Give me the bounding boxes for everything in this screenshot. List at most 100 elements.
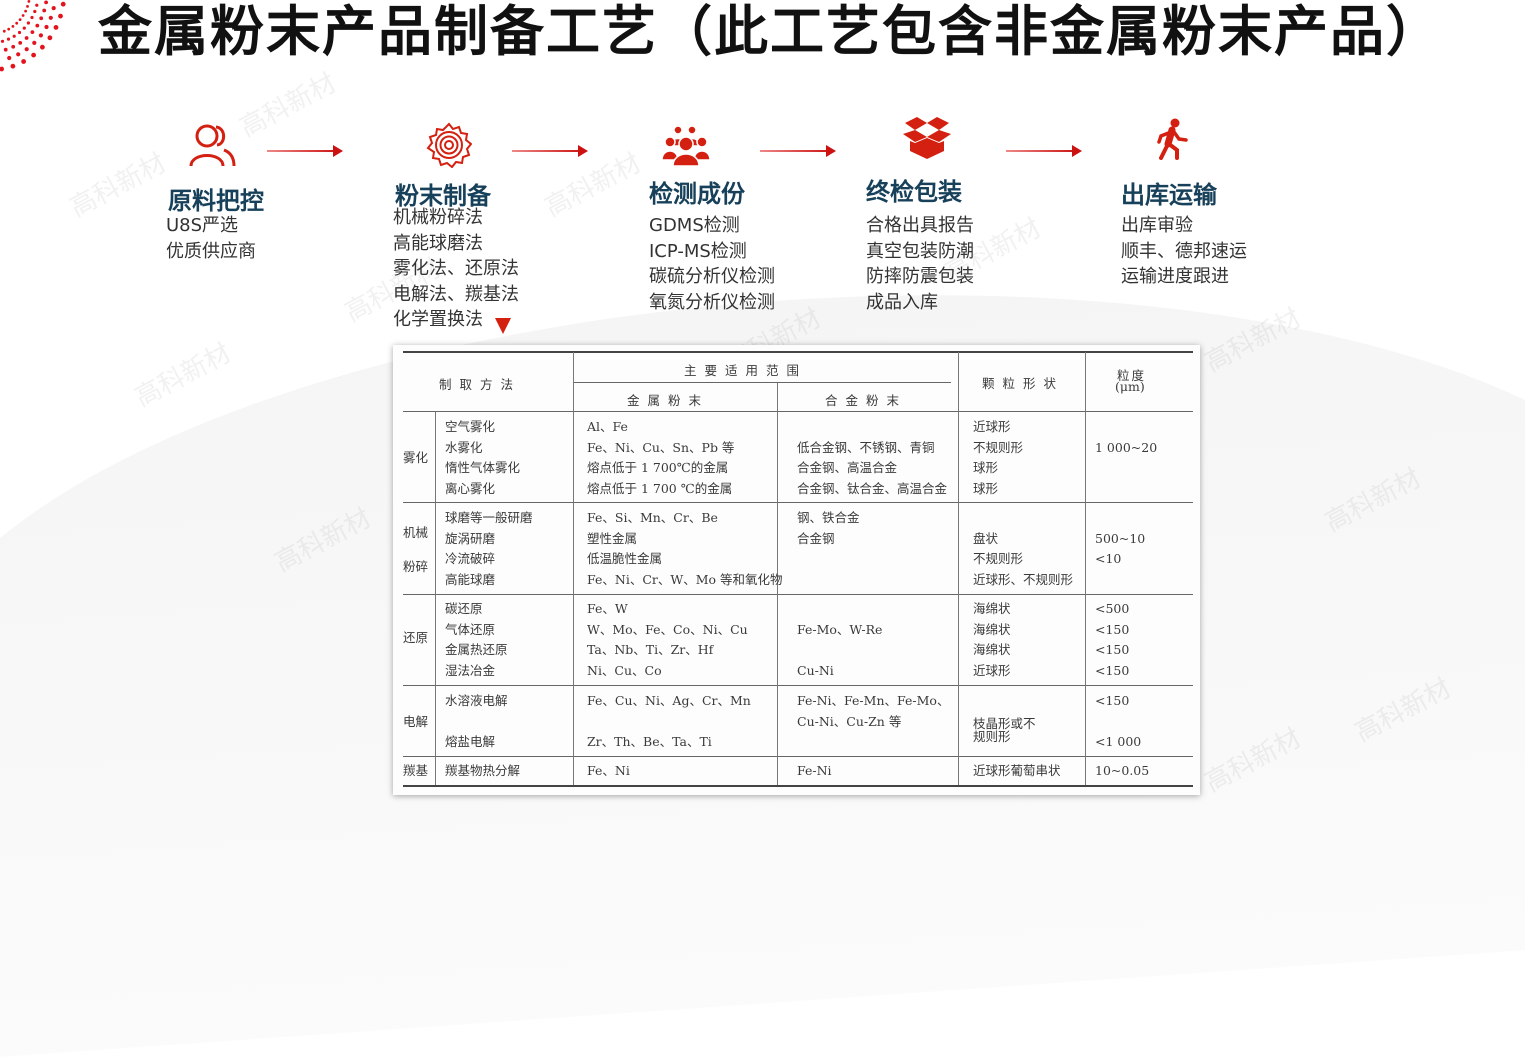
metal-cell: Ta、Nb、Ti、Zr、Hf — [587, 642, 714, 657]
shape-cell: 球形 — [973, 480, 999, 496]
shape-cell: 近球形 — [973, 662, 1011, 678]
step-title: 粉末制备 — [395, 182, 491, 210]
shape-cell: 海绵状 — [973, 601, 1011, 616]
users-icon — [189, 124, 236, 167]
method-cell: 空气雾化 — [445, 419, 496, 434]
shape-cell: 规则形 — [973, 729, 1011, 744]
step-line: 电解法、羰基法 — [393, 283, 519, 305]
metal-cell: 塑性金属 — [587, 530, 638, 546]
size-cell: <500 — [1095, 601, 1130, 616]
step-line: 机械粉碎法 — [393, 207, 483, 228]
alloy-cell: Fe-Mo、W-Re — [797, 621, 883, 637]
step-line: 顺丰、德邦速运 — [1121, 240, 1247, 262]
step-line: ICP-MS检测 — [649, 240, 747, 262]
alloy-cell: Fe-Ni、Fe-Mn、Fe-Mo、 — [797, 693, 950, 708]
metal-cell: Fe、Ni、Cu、Sn、Pb 等 — [587, 439, 735, 455]
method-cell: 水溶液电解 — [445, 693, 508, 708]
box-icon — [903, 117, 951, 159]
metal-cell: Zr、Th、Be、Ta、Ti — [587, 734, 712, 749]
method-cell: 熔盐电解 — [445, 734, 496, 749]
method-cell: 离心雾化 — [445, 480, 496, 496]
shape-cell: 盘状 — [973, 530, 999, 546]
step-line: 碳硫分析仪检测 — [649, 266, 775, 287]
flow-arrow — [267, 145, 343, 157]
shape-cell: 海绵状 — [973, 642, 1011, 657]
metal-cell: Ni、Cu、Co — [587, 662, 662, 678]
flow-arrow — [512, 145, 588, 157]
size-cell: <150 — [1095, 693, 1130, 708]
metal-cell: 低温脆性金属 — [587, 551, 663, 566]
step-line: 运输进度跟进 — [1121, 266, 1229, 287]
method-cell: 球磨等一般研磨 — [445, 510, 533, 525]
step-line: 化学置换法 — [393, 309, 483, 330]
header-alloy: 合金粉末 — [825, 393, 908, 408]
size-cell: 1 000~20 — [1095, 439, 1158, 455]
step-line: 出库审验 — [1121, 215, 1193, 236]
header-scope: 主要适用范围 — [684, 363, 808, 378]
method-cell: 湿法冶金 — [445, 662, 496, 678]
shape-cell: 近球形 — [973, 419, 1011, 434]
metal-cell: Fe、Ni、Cr、W、Mo 等和氧化物 — [587, 571, 783, 587]
header-method: 制取方法 — [439, 377, 522, 392]
metal-cell: Al、Fe — [587, 419, 628, 434]
powder-methods-table: 制取方法 主要适用范围 金属粉末 合金粉末 颗粒形状 粒度 (μm) 雾化 空气雾… — [393, 345, 1200, 795]
step-line: 防摔防震包装 — [866, 266, 974, 287]
step-line: 合格出具报告 — [866, 215, 974, 236]
shape-cell: 不规则形 — [973, 439, 1024, 455]
size-cell: <150 — [1095, 642, 1130, 657]
method-cell: 金属热还原 — [445, 642, 508, 657]
step-line: 优质供应商 — [166, 240, 256, 262]
alloy-cell: 合金钢、钛合金、高温合金 — [797, 480, 948, 496]
header-size: 粒度 — [1117, 368, 1147, 383]
method-cell: 水雾化 — [445, 439, 483, 455]
metal-cell: Fe、Cu、Ni、Ag、Cr、Mn — [587, 693, 751, 708]
size-cell: 10~0.05 — [1095, 763, 1150, 778]
header-shape: 颗粒形状 — [982, 376, 1065, 391]
walking-person-icon — [1157, 118, 1188, 160]
group-label: 粉碎 — [403, 559, 429, 574]
method-cell: 气体还原 — [445, 621, 496, 637]
size-cell: <150 — [1095, 621, 1130, 637]
method-cell: 旋涡研磨 — [445, 530, 496, 546]
step-line: 氧氮分析仪检测 — [649, 291, 775, 313]
step-line: U8S严选 — [166, 215, 239, 236]
metal-cell: W、Mo、Fe、Co、Ni、Cu — [587, 621, 748, 637]
step-title: 原料把控 — [168, 187, 264, 215]
team-icon — [662, 125, 710, 166]
shape-cell: 球形 — [973, 460, 999, 475]
step-line: 高能球磨法 — [393, 232, 483, 254]
flow-arrow — [1006, 145, 1082, 157]
group-label: 电解 — [403, 714, 429, 729]
group-label: 还原 — [403, 630, 429, 645]
size-cell: 500~10 — [1095, 530, 1146, 546]
metal-cell: Fe、Ni — [587, 763, 630, 778]
header-metal: 金属粉末 — [627, 393, 710, 408]
size-cell: <1 000 — [1095, 734, 1142, 749]
header-size-unit: (μm) — [1115, 379, 1145, 394]
size-cell: <150 — [1095, 662, 1130, 678]
watermark: 高科新材 — [65, 148, 172, 224]
method-cell: 高能球磨 — [445, 571, 496, 587]
step-line: 雾化法、还原法 — [393, 258, 519, 279]
watermark: 高科新材 — [130, 338, 237, 414]
gear-icon — [426, 122, 472, 168]
shape-cell: 枝晶形或不 — [973, 715, 1036, 731]
metal-cell: 熔点低于 1 700 ℃的金属 — [587, 480, 733, 496]
step-line: 成品入库 — [866, 291, 938, 313]
flow-arrow — [760, 145, 836, 157]
dotted-arc-logo — [0, 0, 66, 72]
method-cell: 羰基物热分解 — [445, 763, 521, 778]
group-label: 羰基 — [403, 763, 429, 778]
step-line: GDMS检测 — [649, 215, 740, 236]
watermark: 高科新材 — [235, 68, 342, 144]
step-line: 真空包装防潮 — [866, 240, 974, 262]
alloy-cell: 合金钢 — [797, 530, 835, 546]
metal-cell: 熔点低于 1 700℃的金属 — [587, 460, 729, 475]
step-title: 终检包装 — [866, 178, 962, 206]
alloy-cell: Fe-Ni — [797, 763, 832, 778]
shape-cell: 近球形葡萄串状 — [973, 763, 1061, 778]
alloy-cell: 钢、铁合金 — [797, 510, 860, 525]
alloy-cell: 合金钢、高温合金 — [797, 460, 898, 475]
method-cell: 冷流破碎 — [445, 551, 496, 566]
metal-cell: Fe、Si、Mn、Cr、Be — [587, 510, 718, 525]
